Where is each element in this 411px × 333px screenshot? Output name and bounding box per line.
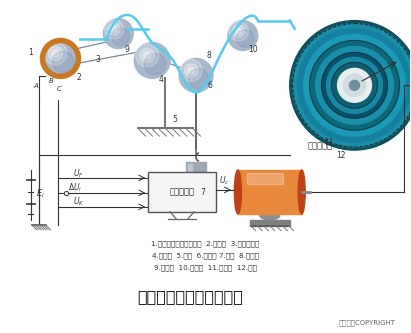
Text: 12: 12 <box>337 151 346 160</box>
Text: 10: 10 <box>248 46 257 55</box>
Text: B: B <box>48 78 53 84</box>
Bar <box>250 220 290 226</box>
Circle shape <box>304 35 405 136</box>
Text: 1: 1 <box>29 49 33 58</box>
Bar <box>148 172 216 212</box>
Circle shape <box>309 41 399 130</box>
Circle shape <box>332 62 377 108</box>
Text: 4.摆动轮  5.支架  6.摆动杆 7.砝码  8.张力辊: 4.摆动轮 5.支架 6.摆动杆 7.砝码 8.张力辊 <box>152 253 259 259</box>
Circle shape <box>185 64 198 77</box>
Circle shape <box>111 26 117 32</box>
Circle shape <box>188 67 195 74</box>
Circle shape <box>298 29 411 142</box>
Text: 5: 5 <box>172 115 177 124</box>
Circle shape <box>140 48 155 63</box>
Text: 9.传动辊  10.传动辊  11.卷取辊  12.布料: 9.传动辊 10.传动辊 11.卷取辊 12.布料 <box>153 265 256 271</box>
Text: C: C <box>56 86 61 92</box>
Circle shape <box>229 22 248 41</box>
Text: $\Delta U_i$: $\Delta U_i$ <box>69 182 83 194</box>
Circle shape <box>236 30 254 48</box>
Text: 9: 9 <box>124 46 129 55</box>
Text: 2: 2 <box>76 73 81 82</box>
Circle shape <box>180 60 202 82</box>
Text: 3: 3 <box>95 55 100 65</box>
Text: 11: 11 <box>325 138 334 147</box>
Circle shape <box>108 23 120 35</box>
Circle shape <box>327 58 382 113</box>
Circle shape <box>43 41 79 76</box>
Circle shape <box>344 74 365 96</box>
Ellipse shape <box>234 170 241 214</box>
Text: 布料张力测量及控制原理: 布料张力测量及控制原理 <box>137 289 243 304</box>
Text: 功率放大器: 功率放大器 <box>170 187 194 196</box>
Text: $U_F$: $U_F$ <box>74 168 84 180</box>
Circle shape <box>179 59 213 92</box>
Bar <box>188 164 192 184</box>
Circle shape <box>52 50 59 57</box>
Circle shape <box>188 69 209 89</box>
Text: $U_c$: $U_c$ <box>219 175 229 187</box>
Bar <box>238 170 302 214</box>
Circle shape <box>103 19 133 49</box>
Circle shape <box>233 25 245 37</box>
Text: 伺服电动机: 伺服电动机 <box>308 141 332 150</box>
Text: $E_i$: $E_i$ <box>36 188 44 200</box>
Circle shape <box>53 51 74 73</box>
Circle shape <box>321 53 388 118</box>
Bar <box>247 173 282 184</box>
Text: 东方仿真COPYRIGHT: 东方仿真COPYRIGHT <box>339 319 396 326</box>
Circle shape <box>337 68 372 102</box>
Circle shape <box>44 42 67 65</box>
Text: 1.电位器式角位移传感器  2.从动轮  3.同步齿形带: 1.电位器式角位移传感器 2.从动轮 3.同步齿形带 <box>151 241 259 247</box>
Circle shape <box>228 21 258 51</box>
Circle shape <box>48 46 62 61</box>
Text: $U_K$: $U_K$ <box>74 196 85 208</box>
Text: A: A <box>34 83 38 89</box>
Circle shape <box>104 20 124 39</box>
Circle shape <box>143 52 151 59</box>
Circle shape <box>316 47 393 124</box>
Circle shape <box>144 53 166 75</box>
Text: 4: 4 <box>158 75 163 84</box>
Ellipse shape <box>298 170 305 214</box>
Circle shape <box>134 43 170 78</box>
Circle shape <box>344 74 365 96</box>
Circle shape <box>111 28 129 46</box>
Bar <box>186 162 206 186</box>
Circle shape <box>293 24 411 147</box>
Text: 6: 6 <box>208 81 213 90</box>
Text: 8: 8 <box>207 52 212 61</box>
Ellipse shape <box>260 212 280 220</box>
Circle shape <box>349 80 360 90</box>
Text: 7: 7 <box>200 188 205 197</box>
Circle shape <box>136 44 159 67</box>
Circle shape <box>236 28 242 34</box>
Circle shape <box>290 21 411 150</box>
